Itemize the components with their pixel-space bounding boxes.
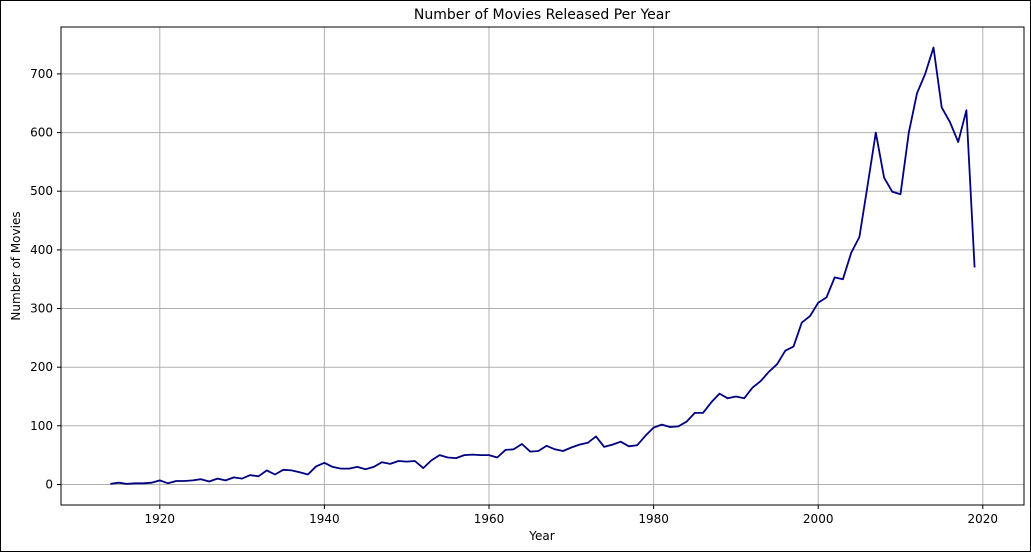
y-tick-label: 600 xyxy=(30,126,53,140)
x-tick-label: 2000 xyxy=(803,512,834,526)
y-tick-label: 700 xyxy=(30,67,53,81)
plot-area xyxy=(60,26,1025,506)
y-axis-title: Number of Movies xyxy=(9,211,23,320)
x-tick-label: 2020 xyxy=(968,512,999,526)
x-tick-label: 1960 xyxy=(474,512,505,526)
ticks-layer: 1920 1940 1960 1980 2000 2020 0 100 200 300 400 500… xyxy=(30,67,998,526)
x-tick-label: 1980 xyxy=(638,512,669,526)
y-tick-label: 0 xyxy=(45,478,53,492)
y-tick-label: 100 xyxy=(30,419,53,433)
series-line xyxy=(110,46,976,485)
chart-title: Number of Movies Released Per Year xyxy=(414,7,670,23)
y-tick-label: 400 xyxy=(30,243,53,257)
x-axis-title: Year xyxy=(528,529,554,543)
y-tick-label: 500 xyxy=(30,184,53,198)
x-tick-label: 1920 xyxy=(145,512,176,526)
y-tick-label: 300 xyxy=(30,302,53,316)
x-tick-label: 1940 xyxy=(309,512,340,526)
grid-layer xyxy=(61,27,1024,505)
y-tick-label: 200 xyxy=(30,360,53,374)
